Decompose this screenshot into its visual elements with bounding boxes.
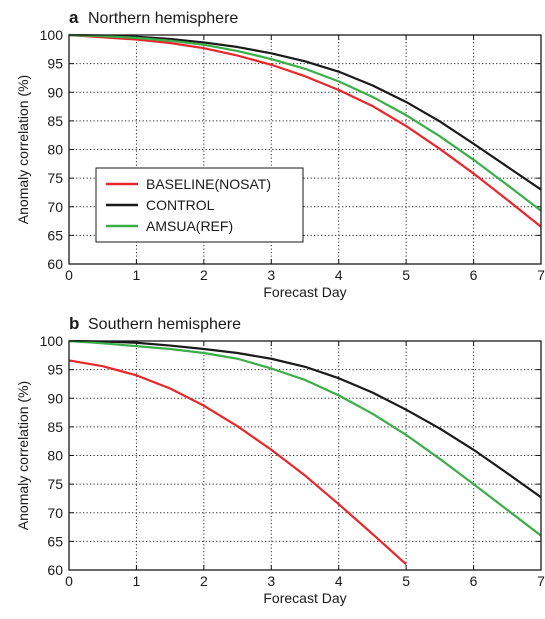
panel-title: Northern hemisphere [88, 10, 238, 27]
y-tick-label: 75 [47, 476, 63, 492]
y-tick-label: 60 [47, 256, 63, 272]
y-tick-label: 80 [47, 448, 63, 464]
panel-southern-hemisphere: 60 65 70 75 80 85 90 95 100 0 1 2 3 4 5 6 7 b Southern hem… [15, 314, 545, 606]
x-tick-label: 2 [200, 267, 208, 283]
y-axis-label: Anomaly correlation (%) [15, 75, 31, 224]
x-tick-label: 4 [335, 573, 343, 589]
series-line-amsua-ref [68, 339, 542, 537]
y-tick-label: 70 [47, 505, 63, 521]
y-tick-label: 100 [40, 333, 64, 349]
x-tick-label: 0 [65, 573, 73, 589]
x-tick-label: 6 [470, 267, 478, 283]
legend-label: AMSUA(REF) [146, 218, 233, 234]
y-tick-label: 90 [47, 84, 63, 100]
y-axis-label: Anomaly correlation (%) [15, 381, 31, 530]
y-tick-label: 85 [47, 419, 63, 435]
series-line-control [68, 33, 542, 191]
y-tick-label: 80 [47, 142, 63, 158]
y-tick-label: 65 [47, 533, 63, 549]
x-tick-label: 2 [200, 573, 208, 589]
x-tick-label: 6 [470, 573, 478, 589]
x-axis-label: Forecast Day [263, 590, 346, 606]
plot-frame [68, 340, 542, 571]
x-tick-label: 7 [537, 267, 545, 283]
x-tick-label: 3 [267, 267, 275, 283]
x-tick-label: 7 [537, 573, 545, 589]
series-line-baseline-nosat [68, 33, 542, 228]
x-tick-label: 5 [402, 267, 410, 283]
series-line-amsua-ref [68, 33, 542, 212]
panel-letter: b [69, 314, 79, 333]
legend-label: CONTROL [146, 197, 215, 213]
y-tick-label: 100 [40, 27, 64, 43]
y-tick-label: 75 [47, 170, 63, 186]
panel-letter: a [69, 8, 79, 27]
x-tick-label: 1 [133, 573, 141, 589]
y-tick-label: 60 [47, 562, 63, 578]
plot-frame [68, 34, 542, 265]
legend-label: BASELINE(NOSAT) [146, 176, 271, 192]
y-tick-label: 95 [47, 362, 63, 378]
panel-title: Southern hemisphere [88, 316, 241, 333]
x-axis-label: Forecast Day [263, 284, 346, 300]
x-tick-label: 4 [335, 267, 343, 283]
x-tick-label: 0 [65, 267, 73, 283]
x-tick-label: 3 [267, 573, 275, 589]
x-tick-label: 1 [133, 267, 141, 283]
y-tick-label: 70 [47, 199, 63, 215]
series-line-control [68, 339, 542, 499]
y-tick-label: 90 [47, 390, 63, 406]
x-tick-label: 5 [402, 573, 410, 589]
series-line-baseline-nosat [68, 359, 407, 566]
y-tick-label: 65 [47, 227, 63, 243]
y-tick-label: 95 [47, 56, 63, 72]
y-tick-label: 85 [47, 113, 63, 129]
panel-northern-hemisphere: 60 65 70 75 80 85 90 95 100 0 1 2 3 4 5 6 7 a Northern hem… [15, 8, 545, 300]
